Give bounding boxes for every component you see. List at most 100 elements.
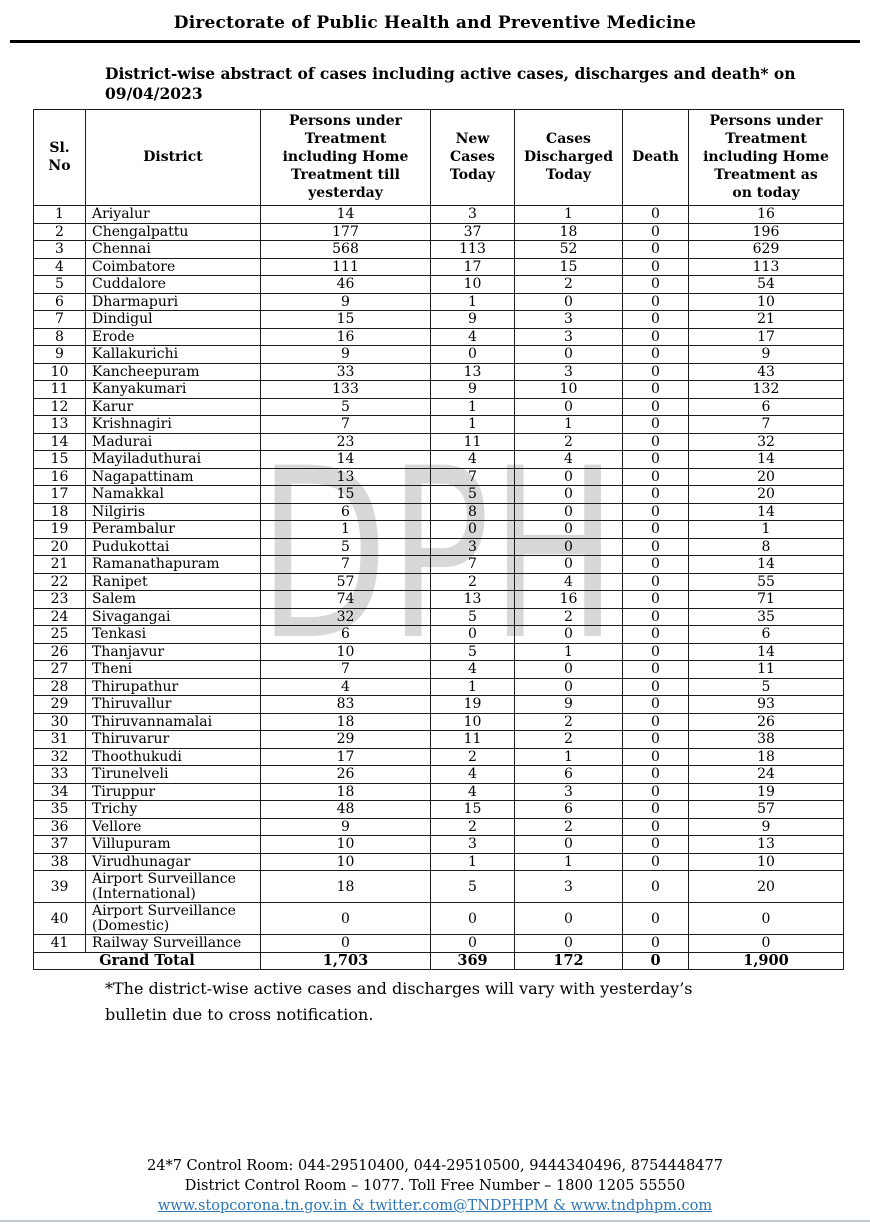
cell-value: 1 xyxy=(514,415,623,434)
cell-value: 0 xyxy=(622,555,689,574)
cell-value: 6 xyxy=(688,397,844,417)
cell-slno: 27 xyxy=(33,660,86,679)
cell-value: 0 xyxy=(430,934,515,953)
cell-value: 5 xyxy=(430,870,515,904)
cell-value: 6 xyxy=(514,800,623,819)
cell-value: 3 xyxy=(514,327,623,347)
footer: 24*7 Control Room: 044-29510400, 044-295… xyxy=(0,1156,870,1216)
cell-value: 9 xyxy=(688,817,844,837)
table-row: 14 Madurai 23 11 2 0 32 xyxy=(33,432,844,452)
cell-value: 20 xyxy=(688,870,844,904)
cell-value: 0 xyxy=(430,625,515,644)
cell-value: 3 xyxy=(514,782,623,802)
cell-district: Virudhunagar xyxy=(85,852,261,872)
cell-district: Theni xyxy=(85,660,261,679)
grand-total-value: 369 xyxy=(430,951,515,971)
stopcorona-link[interactable]: www.stopcorona.tn.gov.in xyxy=(157,1198,348,1214)
cell-value: 7 xyxy=(260,660,431,679)
cell-value: 2 xyxy=(430,572,515,592)
cell-value: 0 xyxy=(514,555,623,574)
cell-value: 568 xyxy=(260,240,431,259)
cell-slno: 15 xyxy=(33,450,86,469)
table-row: 27 Theni 7 4 0 0 11 xyxy=(33,660,844,679)
cell-value: 14 xyxy=(260,450,431,469)
cell-value: 0 xyxy=(622,642,689,662)
table-row: 19 Perambalur 1 0 0 0 1 xyxy=(33,520,844,539)
cell-value: 43 xyxy=(688,362,844,382)
cell-district: Thiruvannamalai xyxy=(85,712,261,732)
cell-value: 0 xyxy=(514,835,623,854)
table-row: 18 Nilgiris 6 8 0 0 14 xyxy=(33,502,844,522)
cell-value: 15 xyxy=(260,310,431,329)
cell-value: 26 xyxy=(260,765,431,784)
cell-value: 5 xyxy=(430,485,515,504)
cell-district: Tenkasi xyxy=(85,625,261,644)
cell-value: 0 xyxy=(622,310,689,329)
page-bottom-edge xyxy=(0,1220,870,1222)
table-row: 5 Cuddalore 46 10 2 0 54 xyxy=(33,275,844,294)
cell-slno: 23 xyxy=(33,590,86,609)
cell-district: Sivagangai xyxy=(85,607,261,627)
cell-slno: 26 xyxy=(33,642,86,662)
cell-slno: 9 xyxy=(33,345,86,364)
district-control-room-line: District Control Room – 1077. Toll Free … xyxy=(184,1178,686,1194)
cell-value: 113 xyxy=(688,257,844,277)
cell-value: 18 xyxy=(260,870,431,904)
cell-value: 0 xyxy=(622,730,689,749)
cell-value: 20 xyxy=(688,485,844,504)
cell-value: 17 xyxy=(430,257,515,277)
cell-value: 1 xyxy=(430,415,515,434)
cell-value: 111 xyxy=(260,257,431,277)
column-header: Sl. No xyxy=(33,108,86,207)
cell-value: 629 xyxy=(688,240,844,259)
cell-value: 26 xyxy=(688,712,844,732)
table-row: 24 Sivagangai 32 5 2 0 35 xyxy=(33,607,844,627)
table-row: 28 Thirupathur 4 1 0 0 5 xyxy=(33,677,844,697)
table-row: 1 Ariyalur 14 3 1 0 16 xyxy=(33,205,844,224)
cell-value: 113 xyxy=(430,240,515,259)
cell-value: 19 xyxy=(688,782,844,802)
cell-value: 38 xyxy=(688,730,844,749)
table-row: 7 Dindigul 15 9 3 0 21 xyxy=(33,310,844,329)
cell-value: 16 xyxy=(260,327,431,347)
cell-value: 6 xyxy=(688,625,844,644)
cell-district: Thiruvarur xyxy=(85,730,261,749)
cell-value: 10 xyxy=(260,852,431,872)
cell-value: 13 xyxy=(260,467,431,487)
cell-district: Erode xyxy=(85,327,261,347)
table-row: 33 Tirunelveli 26 4 6 0 24 xyxy=(33,765,844,784)
table-header-row: Sl. No District Persons under Treatment in… xyxy=(33,108,844,207)
cell-value: 2 xyxy=(514,275,623,294)
cell-value: 7 xyxy=(260,555,431,574)
cell-district: Vellore xyxy=(85,817,261,837)
cell-value: 10 xyxy=(260,642,431,662)
cell-value: 0 xyxy=(430,902,515,936)
cell-district: Salem xyxy=(85,590,261,609)
cell-slno: 24 xyxy=(33,607,86,627)
cell-value: 14 xyxy=(688,642,844,662)
cell-value: 196 xyxy=(688,222,844,242)
column-header: Persons under Treatment including Home T… xyxy=(260,108,431,207)
cell-slno: 4 xyxy=(33,257,86,277)
cell-value: 10 xyxy=(688,292,844,312)
cell-value: 0 xyxy=(622,747,689,767)
cell-slno: 25 xyxy=(33,625,86,644)
table-row: 2 Chengalpattu 177 37 18 0 196 xyxy=(33,222,844,242)
cell-value: 0 xyxy=(514,660,623,679)
cell-value: 93 xyxy=(688,695,844,714)
twitter-link[interactable]: twitter.com@TNDPHPM xyxy=(369,1198,549,1214)
cell-district: Dindigul xyxy=(85,310,261,329)
cell-value: 3 xyxy=(430,537,515,557)
cell-slno: 1 xyxy=(33,205,86,224)
cell-value: 3 xyxy=(430,205,515,224)
cell-value: 0 xyxy=(622,677,689,697)
cell-district: Tirunelveli xyxy=(85,765,261,784)
cell-value: 0 xyxy=(622,782,689,802)
cell-value: 0 xyxy=(622,902,689,936)
cell-value: 0 xyxy=(688,934,844,953)
tndphpm-link[interactable]: www.tndphpm.com xyxy=(570,1198,713,1214)
cell-value: 1 xyxy=(514,747,623,767)
cell-slno: 22 xyxy=(33,572,86,592)
cell-value: 0 xyxy=(622,625,689,644)
cell-slno: 19 xyxy=(33,520,86,539)
